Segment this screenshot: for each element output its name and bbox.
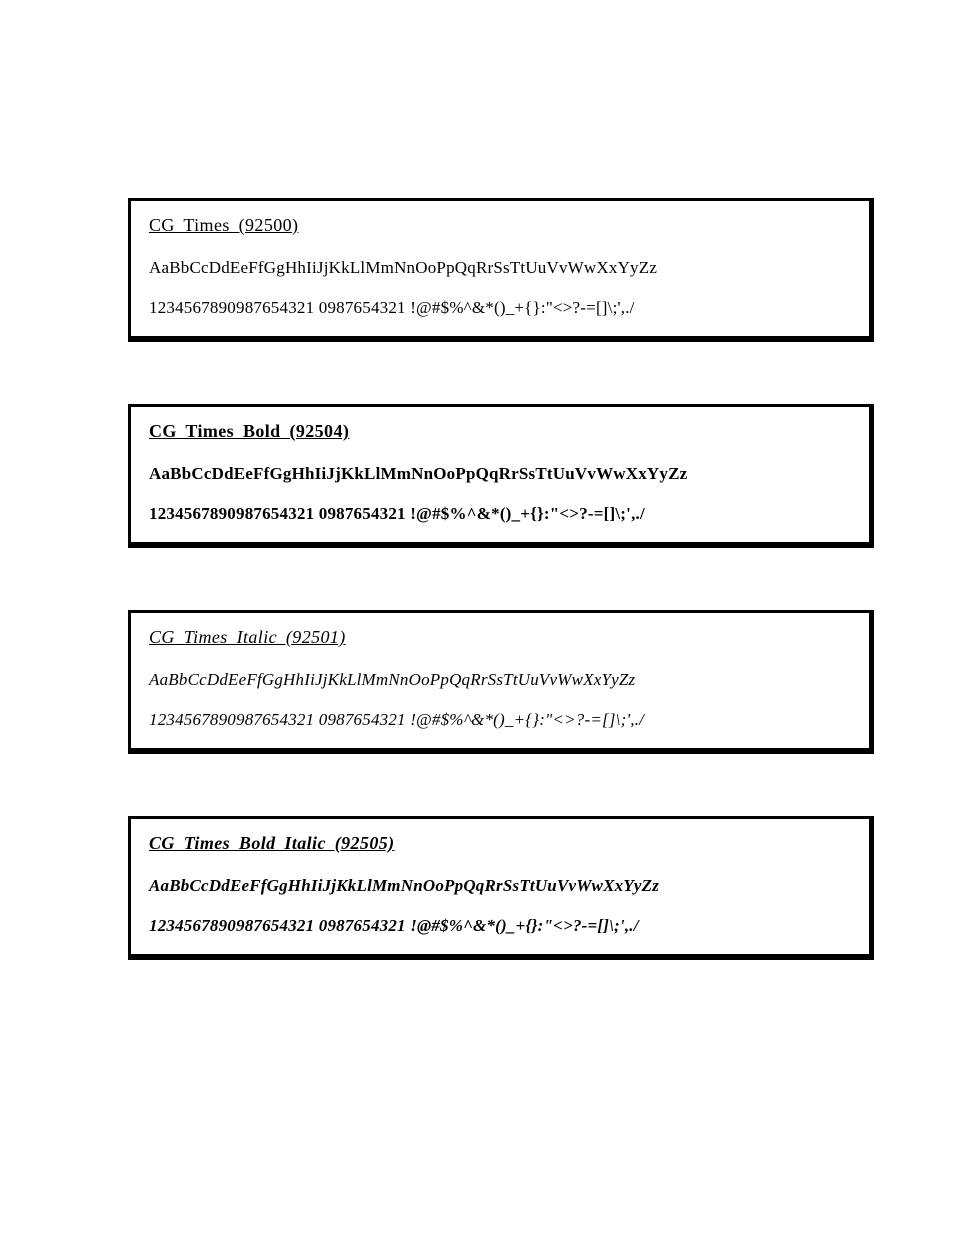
font-sample-box: CG Times (92500) AaBbCcDdEeFfGgHhIiJjKkL… [128, 198, 874, 342]
font-symbols: 1234567890987654321 0987654321 !@#$%^&*(… [149, 710, 851, 730]
font-symbols: 1234567890987654321 0987654321 !@#$%^&*(… [149, 298, 851, 318]
font-alpha: AaBbCcDdEeFfGgHhIiJjKkLlMmNnOoPpQqRrSsTt… [149, 670, 851, 690]
font-title: CG Times Italic (92501) [149, 627, 851, 648]
font-symbols: 1234567890987654321 0987654321 !@#$%^&*(… [149, 504, 851, 524]
font-sample-box: CG Times Bold Italic (92505) AaBbCcDdEeF… [128, 816, 874, 960]
font-sample-box: CG Times Italic (92501) AaBbCcDdEeFfGgHh… [128, 610, 874, 754]
font-title: CG Times (92500) [149, 215, 851, 236]
font-alpha: AaBbCcDdEeFfGgHhIiJjKkLlMmNnOoPpQqRrSsTt… [149, 464, 851, 484]
font-alpha: AaBbCcDdEeFfGgHhIiJjKkLlMmNnOoPpQqRrSsTt… [149, 258, 851, 278]
font-title: CG Times Bold (92504) [149, 421, 851, 442]
font-symbols: 1234567890987654321 0987654321 !@#$%^&*(… [149, 916, 851, 936]
font-title: CG Times Bold Italic (92505) [149, 833, 851, 854]
font-sample-box: CG Times Bold (92504) AaBbCcDdEeFfGgHhIi… [128, 404, 874, 548]
font-specimen-page: CG Times (92500) AaBbCcDdEeFfGgHhIiJjKkL… [0, 0, 954, 960]
font-alpha: AaBbCcDdEeFfGgHhIiJjKkLlMmNnOoPpQqRrSsTt… [149, 876, 851, 896]
